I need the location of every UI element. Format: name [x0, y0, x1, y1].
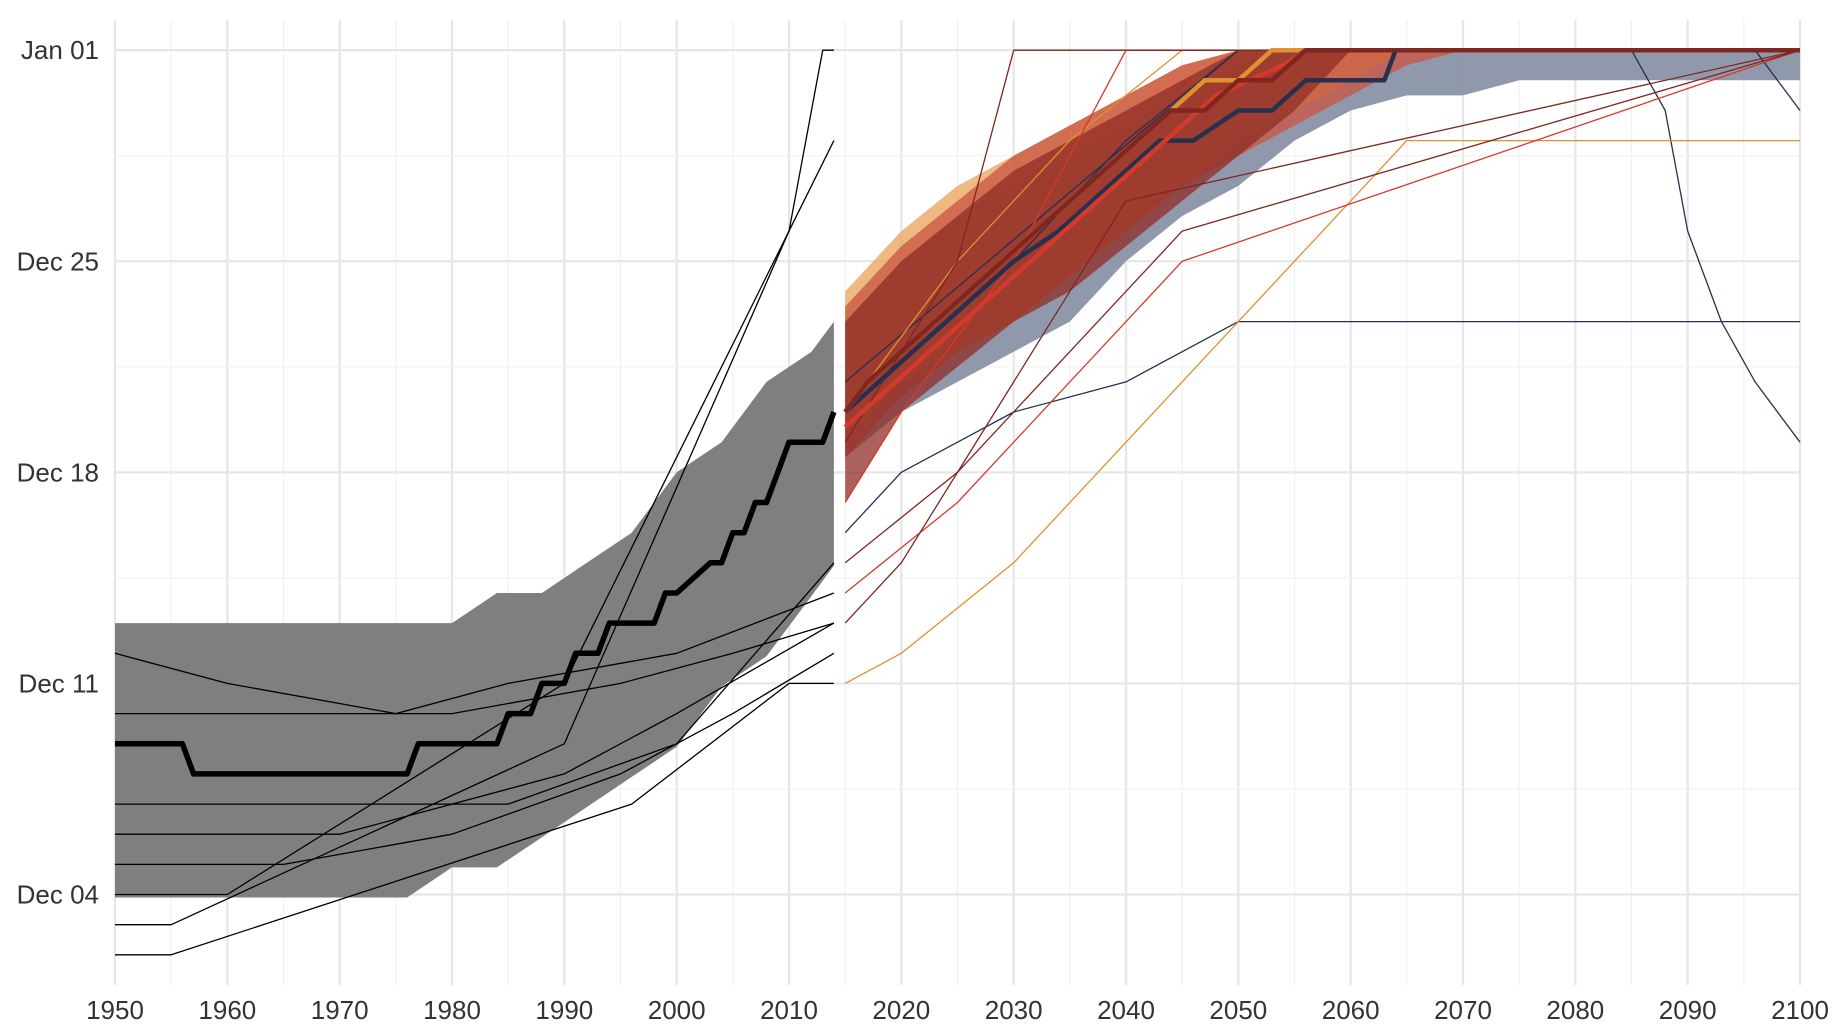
median-line-ssp-blue: [843, 47, 1800, 414]
y-tick-label: Dec 18: [17, 457, 99, 487]
x-tick-label: 2020: [872, 995, 930, 1025]
x-tick-label: 2060: [1322, 995, 1380, 1025]
x-tick-label: 1980: [423, 995, 481, 1025]
member-line-historical: [114, 592, 835, 715]
y-tick-label: Jan 01: [21, 35, 99, 65]
x-tick-label: 1990: [535, 995, 593, 1025]
y-tick-label: Dec 04: [17, 880, 99, 910]
y-axis-tick-labels: Dec 04 Dec 11 Dec 18 Dec 25 Jan 01: [17, 35, 99, 909]
x-tick-label: 2080: [1546, 995, 1604, 1025]
grid-lines: [113, 20, 1802, 985]
median-line-ssp-red: [843, 47, 1800, 429]
y-tick-label: Dec 11: [19, 668, 99, 698]
x-tick-label: 2010: [760, 995, 818, 1025]
x-axis-tick-labels: 1950 1960 1970 1980 1990 2000 2010 2020 2030 2040…: [86, 995, 1829, 1025]
member-line-historical: [115, 49, 834, 926]
member-line-ssp-orange: [844, 139, 1800, 684]
x-tick-label: 2040: [1097, 995, 1155, 1025]
x-tick-label: 1950: [86, 995, 144, 1025]
band-historical: [115, 321, 834, 898]
band-ssp-darkred: [845, 50, 1800, 503]
x-tick-label: 2090: [1659, 995, 1717, 1025]
member-line-historical: [115, 622, 835, 835]
y-tick-label: Dec 25: [17, 246, 99, 276]
x-tick-label: 1970: [311, 995, 369, 1025]
member-line-historical: [115, 622, 835, 715]
member-line-ssp-darkred: [844, 49, 1801, 564]
x-tick-label: 2070: [1434, 995, 1492, 1025]
x-tick-label: 2030: [985, 995, 1043, 1025]
x-tick-label: 2050: [1209, 995, 1267, 1025]
median-lines: [115, 47, 1800, 777]
member-line-historical: [115, 562, 835, 805]
member-line-historical: [115, 652, 835, 866]
member-line-historical: [115, 682, 834, 956]
uncertainty-bands: [115, 50, 1800, 898]
member-line-ssp-darkred: [844, 49, 1801, 624]
x-tick-label: 2100: [1771, 995, 1829, 1025]
member-line-ssp-blue: [844, 320, 1800, 534]
x-tick-label: 1960: [198, 995, 256, 1025]
x-tick-label: 2000: [648, 995, 706, 1025]
median-line-historical: [115, 411, 837, 777]
median-line-ssp-darkred: [843, 47, 1800, 414]
